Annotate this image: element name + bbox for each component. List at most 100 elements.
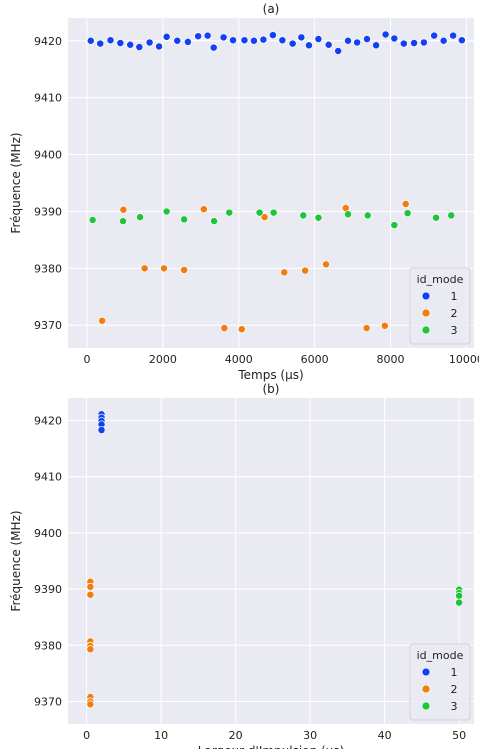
chart-title: (b) (263, 382, 280, 396)
y-tick-label: 9420 (34, 414, 62, 427)
data-point-mode-3 (269, 208, 278, 217)
x-tick-label: 40 (378, 729, 392, 742)
data-point-mode-1 (457, 36, 466, 45)
data-point-mode-1 (106, 36, 115, 45)
data-point-mode-2 (86, 582, 95, 591)
legend-marker-mode-3 (421, 325, 431, 335)
data-point-mode-1 (399, 39, 408, 48)
legend-marker-mode-3 (421, 701, 431, 711)
data-point-mode-2 (362, 324, 371, 333)
data-point-mode-1 (278, 36, 287, 45)
data-point-mode-1 (126, 40, 135, 49)
data-point-mode-2 (322, 260, 330, 269)
data-point-mode-1 (344, 36, 352, 45)
plot-area (68, 398, 474, 724)
data-point-mode-3 (447, 211, 456, 220)
y-tick-label: 9370 (34, 696, 62, 709)
y-tick-label: 9380 (34, 262, 62, 275)
data-point-mode-2 (237, 325, 246, 334)
data-point-mode-2 (119, 205, 128, 214)
legend-label: 1 (451, 290, 458, 303)
x-tick-label: 10 (154, 729, 168, 742)
data-point-mode-2 (140, 264, 149, 273)
data-point-mode-1 (390, 34, 399, 43)
data-point-mode-1 (449, 31, 458, 40)
data-point-mode-2 (220, 324, 229, 333)
data-point-mode-1 (324, 40, 333, 49)
data-point-mode-1 (135, 43, 144, 51)
x-tick-label: 0 (83, 353, 90, 366)
data-point-mode-1 (334, 47, 343, 55)
data-point-mode-1 (173, 36, 182, 45)
legend-marker-mode-2 (421, 684, 431, 694)
data-point-mode-1 (304, 41, 313, 50)
legend-box (409, 643, 471, 721)
x-tick-label: 0 (83, 729, 90, 742)
data-point-mode-1 (297, 33, 306, 42)
y-tick-label: 9380 (34, 639, 62, 652)
x-tick-label: 30 (303, 729, 317, 742)
data-point-mode-2 (86, 590, 95, 599)
x-axis-label: Largeur d'Impulsion (μs) (198, 744, 344, 749)
data-point-mode-1 (209, 43, 218, 52)
data-point-mode-1 (155, 42, 164, 51)
data-point-mode-1 (372, 41, 381, 50)
data-point-mode-2 (180, 266, 189, 275)
data-point-mode-2 (160, 264, 168, 273)
data-point-mode-1 (229, 36, 238, 45)
data-point-mode-1 (194, 32, 203, 41)
chart-title: (a) (263, 2, 280, 16)
data-point-mode-3 (299, 211, 308, 220)
data-point-mode-1 (240, 36, 249, 45)
y-tick-label: 9410 (34, 471, 62, 484)
legend-label: 3 (451, 700, 458, 713)
legend-marker-mode-1 (421, 667, 431, 677)
x-tick-label: 10000 (449, 353, 479, 366)
data-point-mode-1 (430, 31, 439, 40)
x-tick-label: 20 (229, 729, 243, 742)
x-axis-label: Temps (μs) (237, 368, 303, 382)
data-point-mode-3 (162, 207, 171, 216)
data-point-mode-3 (390, 221, 399, 230)
chart-panel-a: 0 2000 4000 6000 8000 10000 9370 9380 9390 9400 94… (9, 2, 479, 382)
data-point-mode-1 (183, 37, 192, 46)
data-point-mode-1 (96, 39, 105, 48)
data-point-mode-2 (301, 266, 310, 275)
data-point-mode-3 (88, 216, 97, 224)
data-point-mode-1 (268, 31, 277, 40)
data-point-mode-1 (145, 38, 154, 47)
legend-title: id_mode (417, 649, 464, 662)
legend-box (409, 267, 471, 345)
y-tick-label: 9400 (34, 527, 62, 540)
data-point-mode-1 (419, 38, 428, 47)
data-point-mode-1 (259, 35, 268, 44)
data-point-mode-1 (353, 38, 362, 47)
data-point-mode-3 (432, 213, 441, 222)
data-point-mode-1 (363, 35, 371, 44)
x-tick-label: 6000 (301, 353, 329, 366)
data-point-mode-3 (225, 208, 234, 217)
data-point-mode-1 (410, 39, 418, 47)
data-point-mode-1 (249, 36, 258, 45)
x-tick-label: 50 (452, 729, 466, 742)
data-point-mode-1 (381, 30, 390, 39)
y-tick-label: 9390 (34, 583, 62, 596)
legend-marker-mode-2 (421, 308, 431, 318)
legend-label: 1 (451, 666, 458, 679)
y-axis-label: Fréquence (MHz) (9, 132, 23, 233)
data-point-mode-2 (199, 205, 208, 214)
data-point-mode-3 (403, 209, 412, 218)
data-point-mode-1 (86, 36, 95, 45)
data-point-mode-1 (288, 39, 297, 48)
legend-marker-mode-1 (421, 291, 431, 301)
data-point-mode-2 (86, 700, 95, 709)
y-tick-label: 9370 (34, 319, 62, 332)
data-point-mode-1 (116, 39, 125, 47)
y-tick-label: 9390 (34, 205, 62, 218)
data-point-mode-2 (98, 316, 107, 325)
data-point-mode-3 (314, 213, 323, 222)
data-point-mode-1 (97, 426, 106, 434)
x-tick-label: 4000 (225, 353, 253, 366)
legend-label: 2 (451, 683, 458, 696)
data-point-mode-2 (401, 200, 410, 209)
